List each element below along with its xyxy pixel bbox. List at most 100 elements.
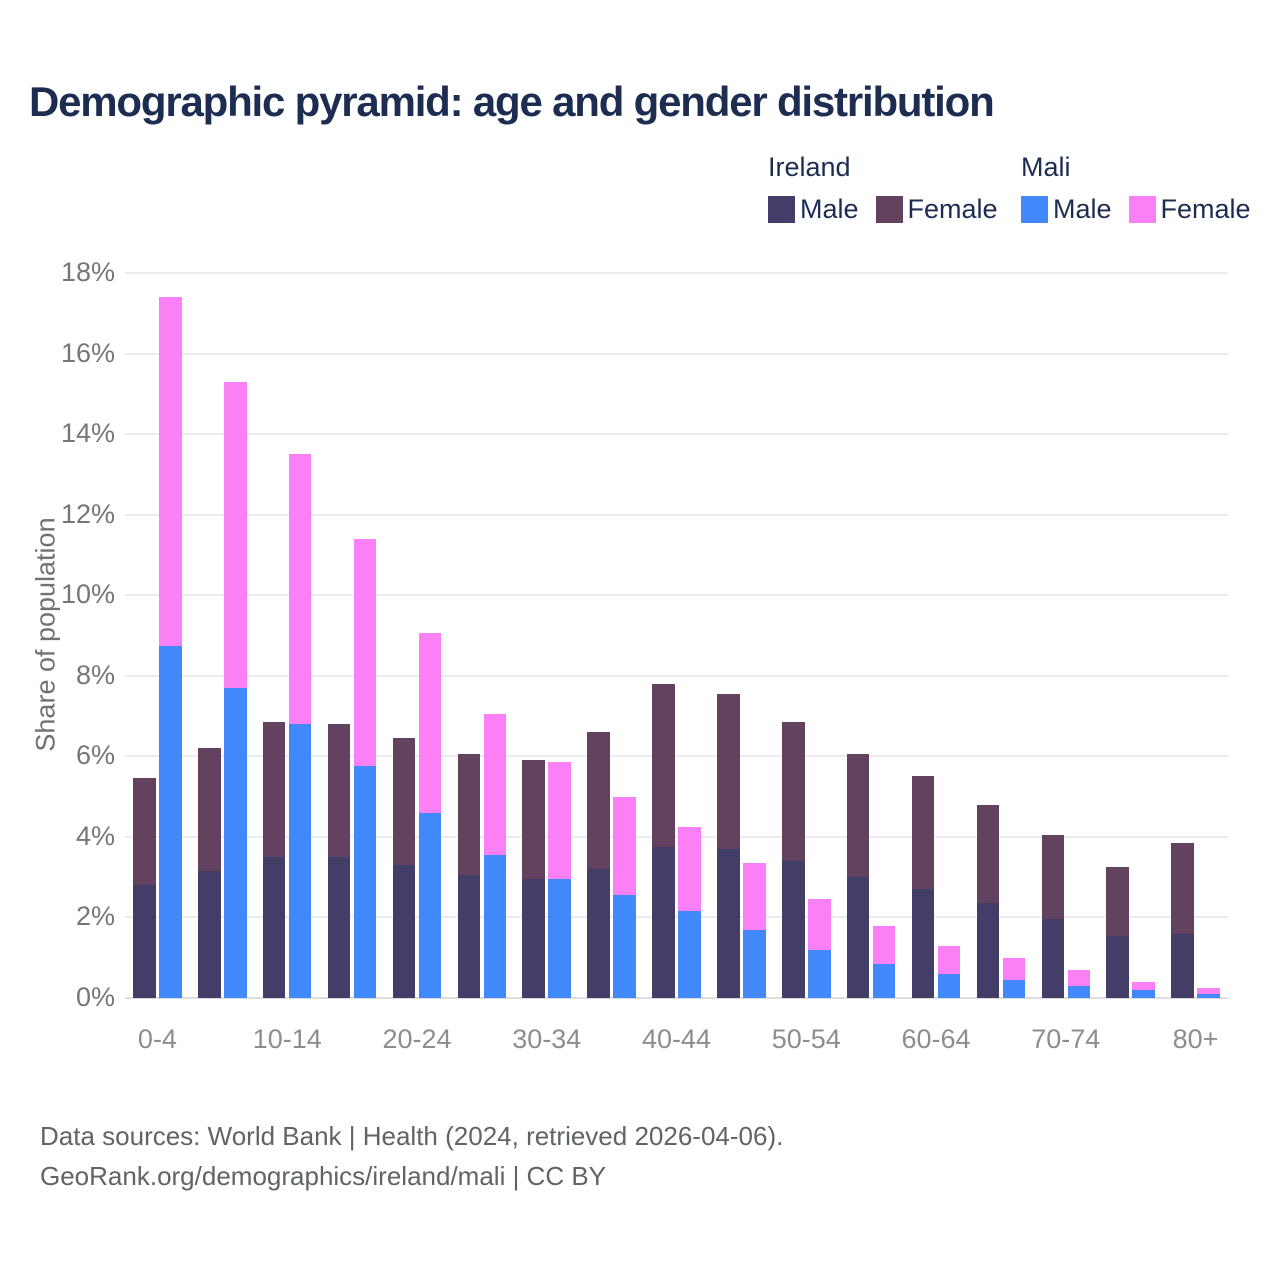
y-tick-label-6%: 6% <box>75 740 115 771</box>
bar-mali-female-15-19 <box>353 538 377 767</box>
x-tick-label-80plus: 80+ <box>1172 1024 1219 1054</box>
bar-ireland-male-75-79 <box>1106 935 1129 998</box>
bar-mali-male-65-69 <box>1002 979 1026 998</box>
legend-item-mali-male: Male <box>1021 194 1112 225</box>
bar-mali-female-65-69 <box>1002 957 1026 980</box>
footer-attribution-line: GeoRank.org/demographics/ireland/mali | … <box>40 1161 607 1191</box>
bar-mali-female-70-74 <box>1067 969 1091 986</box>
bar-mali-male-80plus <box>1197 993 1220 998</box>
bar-ireland-female-0-4 <box>133 778 156 886</box>
legend-item-mali-female: Female <box>1128 194 1251 225</box>
legend-swatch-mali-female <box>1128 196 1156 223</box>
gridline-0% <box>125 997 1228 999</box>
legend-item-ireland-male: Male <box>768 194 859 225</box>
bar-ireland-male-40-44 <box>652 846 675 998</box>
bar-ireland-female-80plus <box>1171 842 1194 934</box>
legend-label-mali-male: Male <box>1053 194 1112 224</box>
x-tick-label-20-24: 20-24 <box>382 1024 452 1054</box>
bar-ireland-female-50-54 <box>782 722 805 862</box>
bar-ireland-female-40-44 <box>652 683 675 847</box>
bar-ireland-male-15-19 <box>327 857 351 998</box>
legend-group-title-ireland: Ireland <box>768 152 851 182</box>
bar-mali-male-15-19 <box>353 766 377 998</box>
bar-ireland-male-5-9 <box>198 871 221 998</box>
gridline-18% <box>125 272 1228 274</box>
gridline-4% <box>125 835 1228 838</box>
y-tick-label-14%: 14% <box>60 418 115 449</box>
bar-mali-female-5-9 <box>224 381 247 688</box>
x-tick-label-40-44: 40-44 <box>641 1024 712 1054</box>
footer-sources-line: Data sources: World Bank | Health (2024,… <box>40 1121 784 1151</box>
gridline-10% <box>125 594 1228 597</box>
legend-group-mali: Mali Male Female <box>1021 152 1268 225</box>
x-tick-label-0-4: 0-4 <box>137 1024 177 1054</box>
y-tick-label-0%: 0% <box>75 982 115 1012</box>
bar-ireland-male-80plus <box>1171 933 1194 998</box>
y-tick-label-18%: 18% <box>60 257 115 287</box>
gridline-14% <box>125 433 1228 436</box>
bar-mali-female-75-79 <box>1132 981 1155 990</box>
bar-ireland-female-20-24 <box>392 738 416 866</box>
bar-mali-male-70-74 <box>1067 985 1091 998</box>
legend-label-mali-female: Female <box>1160 194 1251 224</box>
bar-ireland-male-70-74 <box>1041 919 1065 998</box>
bar-mali-female-80plus <box>1197 987 1220 994</box>
gridline-2% <box>125 916 1228 919</box>
bar-ireland-female-55-59 <box>846 754 870 878</box>
y-tick-label-16%: 16% <box>60 337 115 368</box>
bar-mali-female-0-4 <box>159 297 182 646</box>
bar-mali-female-40-44 <box>678 826 701 912</box>
gridline-8% <box>125 674 1228 677</box>
x-tick-label-30-34: 30-34 <box>512 1024 582 1054</box>
legend-label-ireland-female: Female <box>907 194 998 224</box>
legend-swatch-ireland-male <box>768 196 795 223</box>
bar-ireland-male-0-4 <box>133 885 156 998</box>
bar-mali-female-50-54 <box>808 899 831 950</box>
bar-mali-male-25-29 <box>483 855 507 998</box>
bar-mali-male-35-39 <box>613 895 636 998</box>
bar-ireland-female-35-39 <box>587 732 610 870</box>
x-tick-label-10-14: 10-14 <box>252 1024 322 1054</box>
bar-ireland-male-55-59 <box>846 877 870 998</box>
bar-mali-male-10-14 <box>288 724 312 998</box>
bar-mali-male-45-49 <box>743 929 766 998</box>
chart-title: Demographic pyramid: age and gender dist… <box>29 78 995 125</box>
bar-ireland-female-10-14 <box>262 722 286 858</box>
bar-mali-male-50-54 <box>808 949 831 998</box>
bar-ireland-female-30-34 <box>522 760 545 880</box>
bar-ireland-female-15-19 <box>327 724 351 858</box>
bar-ireland-female-60-64 <box>911 776 935 890</box>
footer: Data sources: World Bank | Health (2024,… <box>40 1116 783 1196</box>
bar-ireland-female-70-74 <box>1041 834 1065 920</box>
bar-mali-female-45-49 <box>743 863 766 930</box>
y-tick-label-2%: 2% <box>75 901 115 932</box>
bar-ireland-male-20-24 <box>392 865 416 998</box>
legend-label-ireland-male: Male <box>800 194 859 224</box>
bar-mali-male-20-24 <box>418 812 442 998</box>
bar-mali-female-60-64 <box>937 945 961 974</box>
legend-group-ireland: Ireland Male Female <box>768 152 1015 225</box>
x-tick-label-60-64: 60-64 <box>901 1024 971 1054</box>
bar-ireland-male-25-29 <box>457 875 481 998</box>
legend-group-title-mali: Mali <box>1021 152 1071 182</box>
bar-ireland-male-30-34 <box>522 879 545 998</box>
bar-ireland-female-25-29 <box>457 754 481 876</box>
bar-mali-male-0-4 <box>159 645 182 998</box>
bar-ireland-female-45-49 <box>717 693 740 849</box>
bar-ireland-male-45-49 <box>717 848 740 998</box>
bar-ireland-male-10-14 <box>262 857 286 998</box>
gridline-12% <box>125 513 1228 516</box>
bar-mali-female-10-14 <box>288 454 312 725</box>
bar-ireland-female-5-9 <box>198 748 221 872</box>
bar-mali-male-60-64 <box>937 973 961 998</box>
bar-ireland-male-65-69 <box>976 903 1000 998</box>
legend-items-ireland: Male Female <box>768 194 1015 225</box>
bar-mali-female-20-24 <box>418 633 442 813</box>
bar-mali-male-40-44 <box>678 911 701 998</box>
x-tick-label-70-74: 70-74 <box>1031 1024 1101 1054</box>
gridline-16% <box>125 352 1228 355</box>
bar-ireland-male-60-64 <box>911 889 935 998</box>
bar-mali-female-55-59 <box>872 925 896 964</box>
